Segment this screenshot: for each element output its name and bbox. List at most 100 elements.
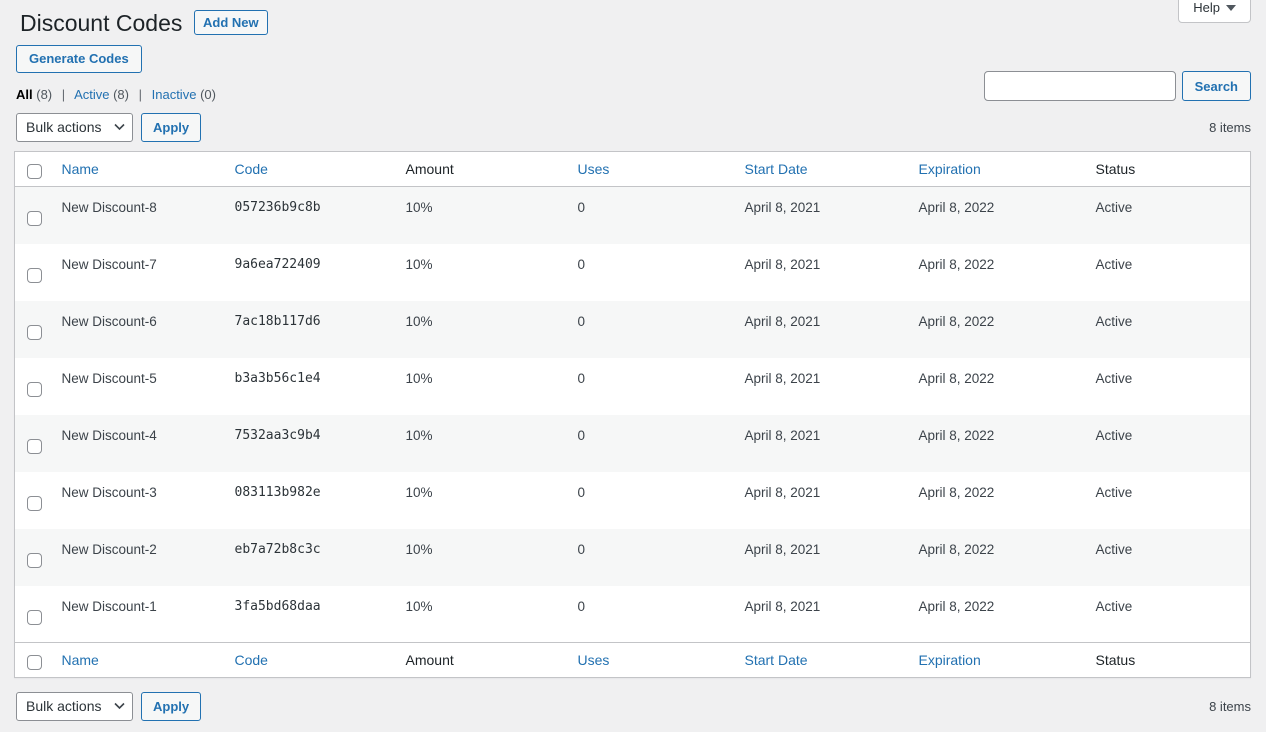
discount-amount: 10%: [396, 187, 568, 244]
discount-status: Active: [1086, 472, 1251, 529]
discount-start-date: April 8, 2021: [735, 244, 909, 301]
table-row: New Discount-3 083113b982e 10% 0 April 8…: [15, 472, 1251, 529]
discount-uses: 0: [568, 301, 735, 358]
discount-expiration: April 8, 2022: [909, 586, 1086, 643]
filter-all-count: (8): [36, 87, 52, 102]
row-checkbox-cell: [15, 415, 52, 472]
column-header-name: Name: [52, 152, 225, 187]
discount-name: New Discount-4: [52, 415, 225, 472]
discount-status: Active: [1086, 529, 1251, 586]
discount-expiration: April 8, 2022: [909, 187, 1086, 244]
row-checkbox[interactable]: [27, 496, 42, 511]
row-checkbox-cell: [15, 586, 52, 643]
sort-by-start-date-link[interactable]: Start Date: [745, 652, 808, 668]
discount-code: 9a6ea722409: [225, 244, 396, 301]
help-button-label: Help: [1193, 0, 1220, 15]
table-row: New Discount-8 057236b9c8b 10% 0 April 8…: [15, 187, 1251, 244]
tablenav-bottom: Bulk actions Apply 8 items: [14, 691, 1251, 721]
discount-uses: 0: [568, 472, 735, 529]
discount-expiration: April 8, 2022: [909, 244, 1086, 301]
add-new-button[interactable]: Add New: [194, 10, 268, 35]
sort-by-start-date-link[interactable]: Start Date: [745, 161, 808, 177]
discount-uses: 0: [568, 529, 735, 586]
discount-start-date: April 8, 2021: [735, 301, 909, 358]
row-checkbox-cell: [15, 529, 52, 586]
apply-button[interactable]: Apply: [141, 692, 201, 721]
filter-all[interactable]: All: [16, 87, 33, 102]
discount-name: New Discount-2: [52, 529, 225, 586]
row-checkbox[interactable]: [27, 382, 42, 397]
select-all-checkbox[interactable]: [27, 164, 42, 179]
discount-amount: 10%: [396, 244, 568, 301]
discount-name: New Discount-8: [52, 187, 225, 244]
row-checkbox-cell: [15, 244, 52, 301]
filter-active[interactable]: Active: [74, 87, 109, 102]
sort-by-name-link[interactable]: Name: [62, 161, 99, 177]
column-header-uses: Uses: [568, 152, 735, 187]
discount-name: New Discount-5: [52, 358, 225, 415]
discount-code: eb7a72b8c3c: [225, 529, 396, 586]
tablenav-top: Bulk actions Apply 8 items: [14, 112, 1251, 142]
bulk-actions-select[interactable]: Bulk actions: [16, 113, 133, 142]
row-checkbox[interactable]: [27, 439, 42, 454]
select-all-cell: [15, 152, 52, 187]
sort-by-expiration-link[interactable]: Expiration: [919, 161, 981, 177]
items-count: 8 items: [1209, 120, 1251, 135]
discount-start-date: April 8, 2021: [735, 586, 909, 643]
discount-amount: 10%: [396, 415, 568, 472]
row-checkbox-cell: [15, 301, 52, 358]
table-row: New Discount-1 3fa5bd68daa 10% 0 April 8…: [15, 586, 1251, 643]
discount-name: New Discount-3: [52, 472, 225, 529]
select-all-checkbox[interactable]: [27, 655, 42, 670]
discount-status: Active: [1086, 415, 1251, 472]
row-checkbox[interactable]: [27, 211, 42, 226]
table-footer-row: Name Code Amount Uses Start Date Expirat…: [15, 643, 1251, 678]
sort-by-uses-link[interactable]: Uses: [578, 652, 610, 668]
discount-amount: 10%: [396, 586, 568, 643]
bulk-actions-group: Bulk actions Apply: [16, 113, 201, 142]
sort-by-name-link[interactable]: Name: [62, 652, 99, 668]
filter-inactive-count: (0): [200, 87, 216, 102]
discount-status: Active: [1086, 358, 1251, 415]
discount-amount: 10%: [396, 358, 568, 415]
search-box: Search: [984, 71, 1251, 101]
row-checkbox[interactable]: [27, 610, 42, 625]
discount-expiration: April 8, 2022: [909, 415, 1086, 472]
sort-by-expiration-link[interactable]: Expiration: [919, 652, 981, 668]
column-footer-start-date: Start Date: [735, 643, 909, 678]
help-dropdown-icon: [1226, 5, 1236, 11]
filter-active-count: (8): [113, 87, 129, 102]
help-button[interactable]: Help: [1178, 0, 1251, 23]
table-row: New Discount-5 b3a3b56c1e4 10% 0 April 8…: [15, 358, 1251, 415]
sort-by-uses-link[interactable]: Uses: [578, 161, 610, 177]
row-checkbox[interactable]: [27, 325, 42, 340]
discount-code: b3a3b56c1e4: [225, 358, 396, 415]
filter-separator: |: [139, 87, 142, 102]
table-row: New Discount-7 9a6ea722409 10% 0 April 8…: [15, 244, 1251, 301]
page-title: Discount Codes: [20, 9, 182, 38]
discount-code: 083113b982e: [225, 472, 396, 529]
row-checkbox-cell: [15, 472, 52, 529]
discount-uses: 0: [568, 586, 735, 643]
discount-status: Active: [1086, 244, 1251, 301]
discount-start-date: April 8, 2021: [735, 529, 909, 586]
discount-uses: 0: [568, 415, 735, 472]
apply-button[interactable]: Apply: [141, 113, 201, 142]
search-input[interactable]: [984, 71, 1176, 101]
row-checkbox-cell: [15, 187, 52, 244]
discount-name: New Discount-6: [52, 301, 225, 358]
row-checkbox[interactable]: [27, 268, 42, 283]
column-footer-name: Name: [52, 643, 225, 678]
bulk-actions-select[interactable]: Bulk actions: [16, 692, 133, 721]
column-header-start-date: Start Date: [735, 152, 909, 187]
column-header-code: Code: [225, 152, 396, 187]
bulk-actions-group: Bulk actions Apply: [16, 692, 201, 721]
discount-status: Active: [1086, 301, 1251, 358]
filter-inactive[interactable]: Inactive: [152, 87, 197, 102]
search-button[interactable]: Search: [1182, 71, 1251, 101]
sort-by-code-link[interactable]: Code: [235, 652, 268, 668]
sort-by-code-link[interactable]: Code: [235, 161, 268, 177]
row-checkbox[interactable]: [27, 553, 42, 568]
generate-codes-button[interactable]: Generate Codes: [16, 45, 142, 73]
discount-amount: 10%: [396, 529, 568, 586]
